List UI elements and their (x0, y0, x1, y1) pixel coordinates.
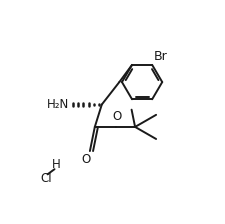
Text: Cl: Cl (40, 172, 51, 185)
Text: O: O (81, 153, 91, 166)
Text: O: O (112, 110, 121, 123)
Text: H₂N: H₂N (47, 98, 69, 111)
Text: Br: Br (153, 50, 167, 63)
Text: H: H (52, 158, 60, 171)
